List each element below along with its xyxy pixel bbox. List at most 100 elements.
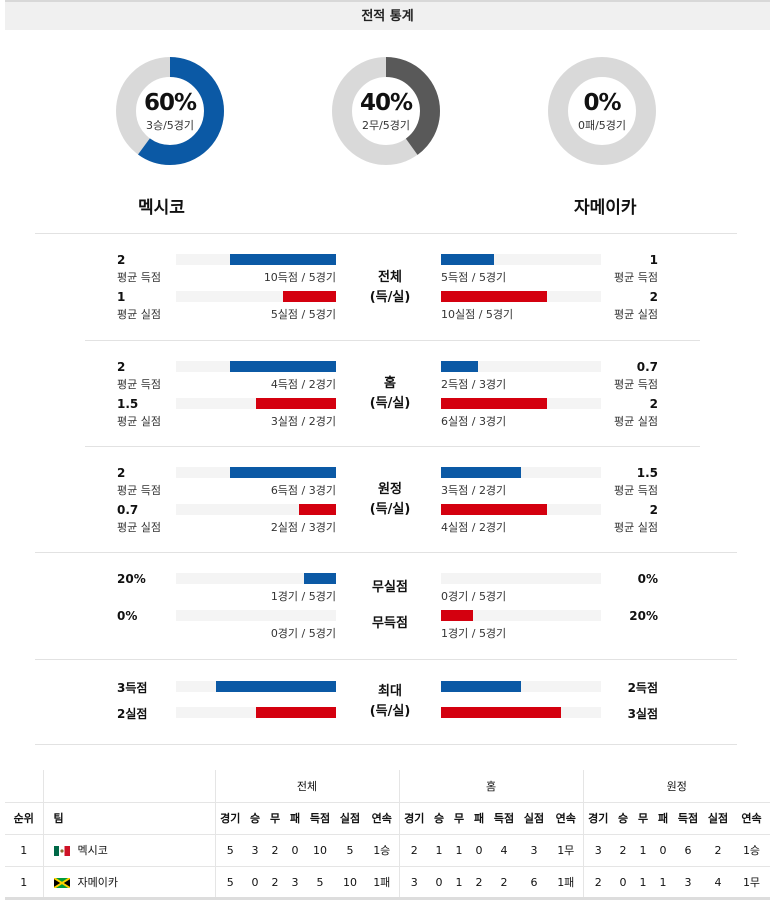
away-avg-conceded-value: 2 — [649, 290, 658, 304]
section-title: 홈 — [384, 376, 396, 391]
section-subtitle: (득/실) — [369, 290, 411, 305]
column-header[interactable]: 경기 — [582, 801, 613, 835]
team-cell[interactable]: 멕시코 — [42, 834, 215, 867]
stat-cell: 2 — [265, 834, 285, 867]
table-row[interactable]: 1 자메이카 5 0 2 3 5 10 1패 3 0 1 2 2 6 1패 2 0 1 1 3 4 1무 — [5, 866, 770, 899]
stat-cell: 1 — [633, 834, 653, 867]
home-max-scored-bar — [216, 681, 336, 692]
jamaica-flag-icon — [53, 878, 70, 888]
stat-cell: 1 — [449, 834, 469, 867]
donut-percent: 0% — [583, 90, 621, 116]
column-header[interactable]: 득점 — [489, 801, 519, 835]
divider — [35, 744, 737, 745]
away-avg-scored-value: 1 — [649, 253, 658, 267]
away-max-scored-value: 2득점 — [627, 681, 658, 695]
loss-rate-donut: 0% 0패/5경기 — [548, 57, 656, 165]
column-header[interactable]: 패 — [469, 801, 489, 835]
home-avg-conceded-value: 1 — [117, 290, 126, 304]
away-avg-conceded-label: 평균 실점 — [614, 415, 658, 428]
away-scored-track — [441, 361, 601, 372]
away-conceded-track — [441, 504, 601, 515]
home-scored-track — [176, 467, 336, 478]
column-header[interactable]: 패 — [285, 801, 305, 835]
column-header[interactable]: 경기 — [214, 801, 245, 835]
away-scored-caption: 5득점 / 5경기 — [441, 271, 507, 284]
away-conceded-bar — [441, 291, 547, 302]
column-header[interactable]: 득점 — [673, 801, 703, 835]
bottom-border — [5, 897, 770, 900]
stat-cell: 2 — [265, 866, 285, 899]
home-max-scored-track — [176, 681, 336, 692]
home-avg-conceded-value: 1.5 — [117, 397, 139, 411]
column-header[interactable]: 연속 — [365, 801, 399, 835]
away-conceded-caption: 10실점 / 5경기 — [441, 308, 514, 321]
donut-ring — [332, 57, 440, 165]
stat-cell: 5 — [214, 866, 245, 899]
column-header[interactable]: 팀 — [42, 801, 215, 835]
home-failed-to-score-caption: 0경기 / 5경기 — [270, 627, 336, 640]
away-max-conceded-bar — [441, 707, 561, 718]
away-failed-to-score-value: 20% — [629, 609, 658, 623]
home-scored-caption: 6득점 / 3경기 — [270, 484, 336, 497]
section-subtitle: (득/실) — [369, 502, 411, 517]
home-conceded-bar — [256, 398, 336, 409]
column-header[interactable]: 승 — [429, 801, 449, 835]
away-avg-conceded-label: 평균 실점 — [614, 308, 658, 321]
away-avg-scored-value: 1.5 — [636, 466, 658, 480]
home-avg-conceded-label: 평균 실점 — [117, 308, 161, 321]
away-failed-to-score-bar — [441, 610, 473, 621]
away-conceded-track — [441, 291, 601, 302]
stat-cell: 4 — [703, 866, 733, 899]
divider — [85, 446, 700, 447]
stat-cell: 1무 — [733, 866, 770, 899]
donut-ring — [548, 57, 656, 165]
table-row[interactable]: 1 멕시코 5 3 2 0 10 5 1승 2 1 1 0 4 3 1무 3 2 1 0 6 2 1승 — [5, 834, 770, 867]
home-avg-conceded-value: 0.7 — [117, 503, 139, 517]
column-header[interactable]: 승 — [245, 801, 265, 835]
divider — [85, 340, 700, 341]
stat-cell: 2 — [398, 834, 429, 867]
failed-to-score-title: 무득점 — [372, 616, 408, 631]
column-header[interactable]: 무 — [449, 801, 469, 835]
stat-cell: 3 — [398, 866, 429, 899]
team-cell[interactable]: 자메이카 — [42, 866, 215, 899]
stat-cell: 5 — [214, 834, 245, 867]
stat-cell: 1승 — [365, 834, 399, 867]
group-away: 원정 — [582, 770, 770, 802]
divider — [35, 233, 737, 234]
home-conceded-caption: 2실점 / 3경기 — [270, 521, 336, 534]
column-header[interactable]: 경기 — [398, 801, 429, 835]
home-scored-bar — [230, 254, 336, 265]
column-header[interactable]: 승 — [613, 801, 633, 835]
away-scored-track — [441, 254, 601, 265]
stat-cell: 0 — [285, 834, 305, 867]
away-scored-caption: 2득점 / 3경기 — [441, 378, 507, 391]
column-header[interactable]: 순위 — [5, 801, 43, 835]
section-title: 최대 — [378, 684, 402, 699]
stat-cell: 2 — [613, 834, 633, 867]
donut-percent: 60% — [143, 90, 197, 116]
rank-cell: 1 — [5, 866, 43, 899]
draw-rate-donut: 40% 2무/5경기 — [332, 57, 440, 165]
column-header[interactable]: 패 — [653, 801, 673, 835]
column-header[interactable]: 무 — [633, 801, 653, 835]
home-avg-scored-label: 평균 득점 — [117, 271, 161, 284]
stat-cell: 0 — [429, 866, 449, 899]
column-header[interactable]: 득점 — [305, 801, 335, 835]
stat-cell: 1무 — [549, 834, 583, 867]
stat-cell: 3 — [519, 834, 549, 867]
column-header[interactable]: 실점 — [703, 801, 733, 835]
donut-arc — [116, 57, 224, 165]
away-avg-scored-value: 0.7 — [636, 360, 658, 374]
home-max-scored-value: 3득점 — [117, 681, 148, 695]
table-header-row: 순위 팀 경기 승 무 패 득점 실점 연속 경기 승 무 패 득점 실점 연속 경기 승 무 패 득점 실점 연속 — [5, 801, 770, 835]
home-avg-scored-label: 평균 득점 — [117, 484, 161, 497]
divider — [35, 659, 737, 660]
column-header[interactable]: 실점 — [335, 801, 365, 835]
stat-cell: 2 — [469, 866, 489, 899]
column-header[interactable]: 실점 — [519, 801, 549, 835]
column-header[interactable]: 연속 — [733, 801, 770, 835]
column-header[interactable]: 연속 — [549, 801, 583, 835]
column-header[interactable]: 무 — [265, 801, 285, 835]
away-conceded-bar — [441, 504, 547, 515]
